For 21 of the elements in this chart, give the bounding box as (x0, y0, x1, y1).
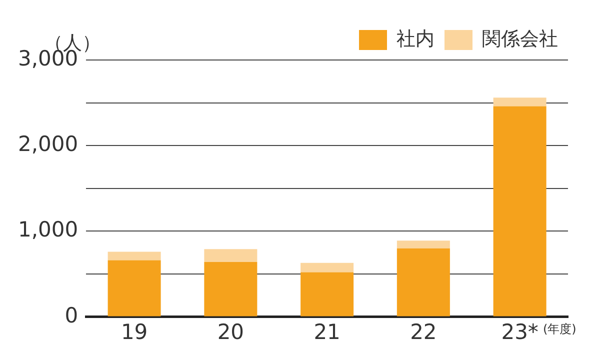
bar (300, 262, 354, 272)
y-tick-label: 1,000 (18, 218, 78, 242)
bar (396, 240, 450, 248)
bar (108, 252, 161, 260)
y-tick-label: 2,000 (18, 132, 78, 156)
x-tick-label: 19 (120, 320, 148, 344)
bar (396, 248, 450, 316)
x-tick-label: 20 (217, 320, 244, 344)
x-axis-title: (年度) (543, 321, 576, 338)
y-tick-label: 0 (64, 303, 78, 328)
x-tick-label: 21 (314, 320, 340, 344)
legend-label: 社内 (396, 28, 434, 50)
bar (493, 98, 546, 106)
x-tick-label: 22 (410, 320, 437, 344)
legend-label: 関係会社 (482, 28, 558, 50)
bar (108, 260, 161, 316)
bar (300, 272, 354, 316)
bar (204, 249, 258, 262)
bar (493, 106, 546, 316)
x-tick-label: 23* (501, 320, 538, 344)
bar (204, 262, 258, 316)
